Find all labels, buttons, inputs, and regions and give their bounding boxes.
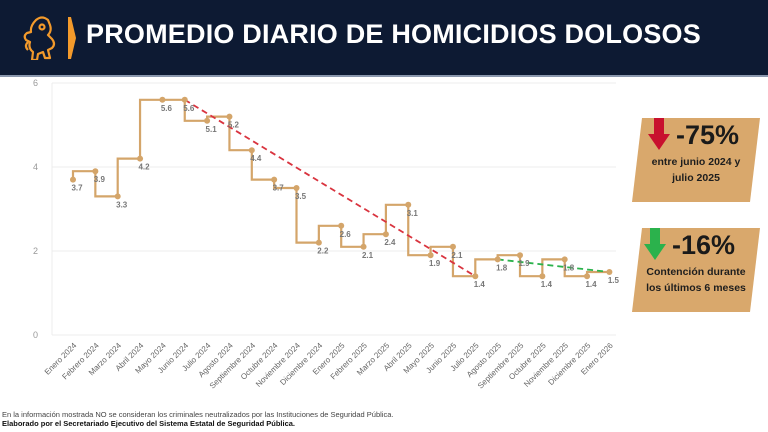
data-label: 2.4 xyxy=(384,238,396,247)
page-title: PROMEDIO DIARIO DE HOMICIDIOS DOLOSOS xyxy=(86,19,701,49)
series-line xyxy=(71,98,610,278)
data-point xyxy=(159,96,166,103)
kpi-card-containment: -16% Contención durante los últimos 6 me… xyxy=(632,228,760,312)
data-label: 5.2 xyxy=(228,121,240,130)
data-label: 3.7 xyxy=(273,184,285,193)
data-point xyxy=(539,273,546,280)
lion-crest-icon xyxy=(23,16,56,60)
data-label: 1.4 xyxy=(541,280,553,289)
line-chart: 0 2 4 6 3.7 3.9 3.3 4.2 5.6 5.6 5.1 5.2 4.4 3.7 3.5 2.2… xyxy=(33,78,620,391)
data-point xyxy=(338,222,345,229)
data-point xyxy=(427,252,434,259)
data-label: 2.2 xyxy=(317,247,329,256)
data-point xyxy=(405,201,412,208)
data-point xyxy=(449,243,456,250)
data-point xyxy=(92,168,99,175)
kpi-description-line1: entre junio 2024 y xyxy=(651,156,741,168)
data-point xyxy=(472,273,479,280)
kpi-description-line2: los últimos 6 meses xyxy=(646,282,746,294)
data-label: 1.4 xyxy=(585,280,597,289)
data-label: 4.2 xyxy=(138,163,150,172)
down-arrow-red-icon xyxy=(648,118,670,150)
data-label: 1.9 xyxy=(429,259,441,268)
data-label: 1.8 xyxy=(563,263,575,272)
data-label: 1.4 xyxy=(474,280,486,289)
y-tick-label: 2 xyxy=(33,246,38,256)
data-label: 2.1 xyxy=(362,251,374,260)
data-point xyxy=(382,231,389,238)
data-point xyxy=(248,147,255,154)
data-label: 4.4 xyxy=(250,154,262,163)
data-label: 5.6 xyxy=(183,104,195,113)
data-label: 3.3 xyxy=(116,200,128,209)
y-tick-label: 4 xyxy=(33,162,38,172)
header-bar: PROMEDIO DIARIO DE HOMICIDIOS DOLOSOS xyxy=(0,0,768,77)
down-arrow-green-icon xyxy=(644,228,666,260)
data-point xyxy=(293,185,300,191)
data-label: 3.7 xyxy=(71,184,83,193)
data-label: 1.8 xyxy=(496,263,508,272)
kpi-value: -75% xyxy=(676,120,740,150)
data-label: 1.9 xyxy=(518,259,530,268)
kpi-card-background xyxy=(632,228,760,312)
data-point xyxy=(584,273,591,280)
kpi-description-line1: Contención durante xyxy=(646,266,746,278)
data-point xyxy=(271,176,278,183)
data-point xyxy=(204,117,211,124)
trend-line xyxy=(497,258,610,273)
data-point xyxy=(114,193,121,200)
data-point xyxy=(561,256,568,263)
trend-line xyxy=(184,99,476,277)
data-label: 1.5 xyxy=(608,276,620,285)
data-point xyxy=(181,96,188,103)
data-point xyxy=(137,155,144,162)
data-point xyxy=(360,243,367,250)
y-tick-label: 6 xyxy=(33,78,38,88)
header-accent-bar xyxy=(68,17,76,59)
kpi-card-reduction: -75% entre junio 2024 y julio 2025 xyxy=(632,118,760,202)
data-label: 3.9 xyxy=(94,175,106,184)
data-point xyxy=(517,252,523,259)
data-point xyxy=(494,256,501,263)
footnote-disclaimer: En la información mostrada NO se conside… xyxy=(2,410,394,419)
data-label: 3.1 xyxy=(407,209,419,218)
footnote-source: Elaborado por el Secretariado Ejecutivo … xyxy=(2,419,296,428)
kpi-description-line2: julio 2025 xyxy=(672,172,720,184)
data-label: 5.6 xyxy=(161,104,173,113)
data-point xyxy=(226,113,233,120)
data-point xyxy=(315,239,322,246)
data-label: 2.1 xyxy=(451,251,463,260)
data-label: 3.5 xyxy=(295,192,307,201)
kpi-value: -16% xyxy=(672,230,736,260)
data-point xyxy=(70,176,76,183)
data-label: 5.1 xyxy=(206,125,218,134)
data-label: 2.6 xyxy=(340,230,352,239)
y-tick-label: 0 xyxy=(33,330,38,340)
data-point xyxy=(606,269,613,275)
